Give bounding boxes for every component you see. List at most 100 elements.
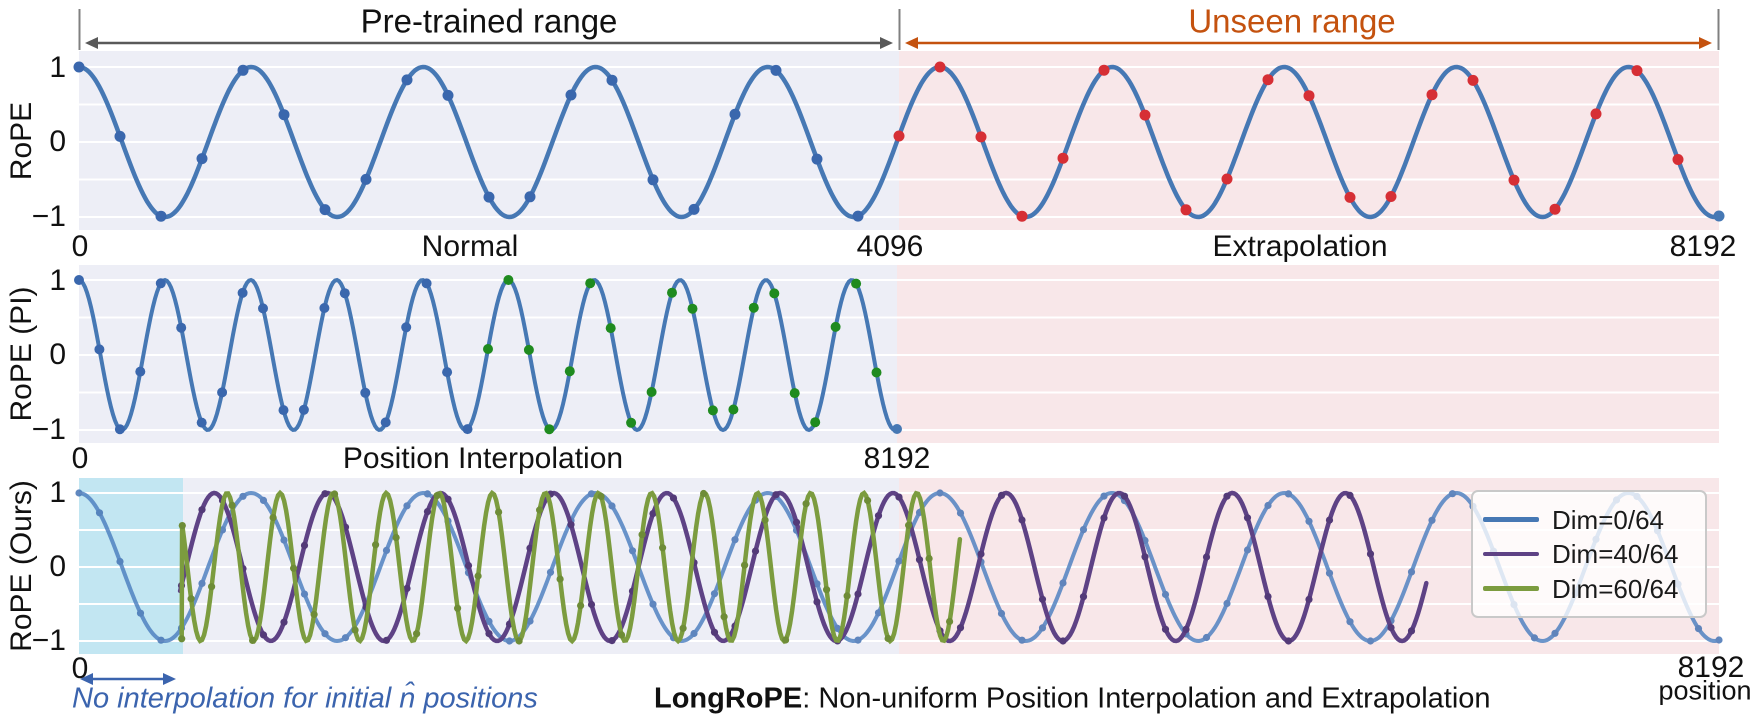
- rope-pi-dot-dim0-pi: [462, 424, 473, 435]
- rope-ours-dot-dim-60-64: [700, 489, 708, 498]
- rope-ours-dot-dim-40-64: [259, 631, 268, 639]
- rope-ours-dot-dim-0-64: [1530, 634, 1539, 642]
- rope-ours-dot-dim-0-64: [1018, 636, 1026, 644]
- rope-pi-dot-dim0-pi: [687, 303, 698, 314]
- rope-dot-dim0: [1262, 74, 1274, 86]
- rope-dot-dim0: [196, 153, 208, 165]
- rope-ours-dot-dim-0-64: [1715, 636, 1723, 644]
- rope-dot-dim0: [401, 74, 413, 86]
- rope-ours-dot-dim-40-64: [997, 491, 1006, 499]
- rope-ours-dot-dim-60-64: [413, 630, 421, 638]
- rope-dot-dim0: [770, 64, 782, 76]
- rope-ours-dot-dim-60-64: [638, 531, 646, 539]
- rope-pi-dot-dim0-pi: [892, 424, 902, 434]
- rope-dot-dim0: [1672, 154, 1684, 165]
- rope-pi-dot-dim0-pi: [401, 322, 412, 333]
- rope-dot-dim0: [278, 109, 290, 121]
- rope-ours-dot-dim-0-64: [1448, 490, 1457, 498]
- rope-ours-dot-dim-40-64: [956, 624, 965, 632]
- rope-pi-dot-dim0-pi: [605, 323, 616, 334]
- rope-pi-dot-dim0-pi: [728, 404, 739, 415]
- rope-ours-dot-dim-40-64: [1346, 491, 1354, 499]
- rope-ours-dot-dim-40-64: [1120, 492, 1129, 500]
- rope-ours-dot-dim-40-64: [895, 493, 903, 501]
- rope-ours-dot-dim-40-64: [854, 590, 862, 598]
- rope-ours-dot-dim-60-64: [178, 635, 186, 643]
- rope-ours-dot-dim-40-64: [1059, 637, 1067, 645]
- rope-ours-dot-dim-0-64: [1264, 501, 1272, 510]
- rope-ours-dot-dim-60-64: [823, 586, 831, 594]
- rope-ours-dot-dim-0-64: [403, 502, 411, 510]
- rope-ours-dot-dim-40-64: [1366, 550, 1375, 558]
- rope-ours-dot-dim-0-64: [136, 609, 145, 617]
- rope-ours-dot-dim-0-64: [198, 579, 206, 588]
- rope-pi-dot-dim0-pi: [442, 367, 453, 378]
- rope-ours-dot-dim-40-64: [485, 630, 493, 638]
- rope-ours-dot-dim-40-64: [1182, 625, 1190, 634]
- rope-ours-dot-dim-0-64: [1325, 569, 1334, 577]
- rope-pi-dot-dim0-pi: [626, 417, 637, 428]
- rope-ours-dot-dim-40-64: [792, 518, 801, 526]
- rope-dot-dim0: [319, 204, 331, 216]
- rope-ours-dot-dim-40-64: [1141, 553, 1149, 561]
- rope-dot-dim0: [811, 153, 823, 165]
- rope-ours-dot-dim-60-64: [884, 634, 892, 643]
- rope-dot-dim0: [1590, 108, 1602, 120]
- legend-line-swatch: [1483, 586, 1539, 591]
- rope-ours-dot-dim-0-64: [75, 489, 83, 497]
- rope-pi-dot-dim0-pi: [503, 275, 514, 285]
- rope-dot-dim0: [442, 89, 454, 101]
- rope-ours-dot-dim-0-64: [1161, 590, 1170, 599]
- rope-dot-dim0: [360, 173, 372, 185]
- rope-ours-dot-dim-0-64: [1079, 526, 1088, 534]
- rope-span-pretrained: [79, 51, 899, 230]
- rope-ours-dot-dim-40-64: [1264, 593, 1272, 601]
- legend-line-swatch: [1483, 551, 1539, 557]
- rope-ours-dot-dim-0-64: [382, 546, 391, 555]
- rope-pi-series-dim0-pi: [74, 275, 902, 435]
- rope-ours-dot-dim-0-64: [1059, 579, 1067, 587]
- rope-ours-dot-dim-60-64: [474, 572, 482, 580]
- rope-ours-dot-dim-40-64: [1325, 516, 1334, 524]
- rope-ours-dot-dim-40-64: [1202, 553, 1211, 561]
- rope-ours-dot-dim-0-64: [731, 536, 739, 544]
- rope-ours-dot-dim-40-64: [300, 541, 309, 550]
- rope-ours-dot-dim-40-64: [1407, 627, 1416, 635]
- rope-dot-dim0: [1180, 204, 1192, 216]
- legend-item-dim-40-64: Dim=40/64: [1483, 541, 1695, 567]
- rope-ours-dot-dim-0-64: [1305, 517, 1313, 525]
- rope-dot-dim0: [1139, 109, 1151, 121]
- rope-pi-dot-dim0-pi: [748, 302, 759, 313]
- rope-ours-dot-dim-40-64: [751, 547, 760, 555]
- rope-ours-dot-dim-60-64: [536, 506, 544, 514]
- rope-ours-dot-dim-0-64: [1407, 568, 1416, 576]
- rope-pi-dot-dim0-pi: [483, 344, 493, 354]
- rope-ours-dot-dim-60-64: [495, 508, 503, 516]
- no-interpolation-arrow: [80, 673, 176, 685]
- rope-pi-dot-dim0-pi: [360, 387, 371, 398]
- rope-ours-dot-dim-0-64: [116, 557, 124, 566]
- rope-dot-dim0: [237, 64, 249, 76]
- rope-ours-dot-dim-0-64: [526, 617, 534, 625]
- rope-pi-dot-dim0-pi: [585, 278, 596, 289]
- rope-ours-dot-dim-0-64: [649, 600, 657, 608]
- rope-ours-dot-dim-0-64: [1694, 625, 1703, 633]
- rope-ours-curve-dim-60-64: [179, 489, 963, 645]
- rope-ours-dot-dim-0-64: [95, 509, 104, 517]
- rope-dot-dim0: [565, 89, 577, 101]
- rope-ours-dot-dim-40-64: [1284, 637, 1293, 645]
- rope-ours-dot-dim-60-64: [618, 631, 626, 639]
- rope-ours-dot-dim-60-64: [741, 561, 749, 569]
- rope-ours-dot-dim-40-64: [526, 544, 534, 552]
- rope-dot-dim0: [975, 131, 987, 143]
- rope-ours-dot-dim-0-64: [505, 637, 514, 645]
- rope-ours-dot-dim-40-64: [567, 521, 575, 529]
- rope-pi-dot-dim0-pi: [646, 387, 657, 397]
- rope-dot-dim0: [1508, 174, 1520, 186]
- rope-pi-dot-dim0-pi: [851, 278, 862, 289]
- rope-ours-dot-dim-0-64: [997, 609, 1006, 618]
- rope-ours-dot-dim-60-64: [782, 636, 790, 644]
- rope-ours-dot-dim-60-64: [392, 534, 400, 542]
- rope-series-dim0: [73, 61, 1725, 222]
